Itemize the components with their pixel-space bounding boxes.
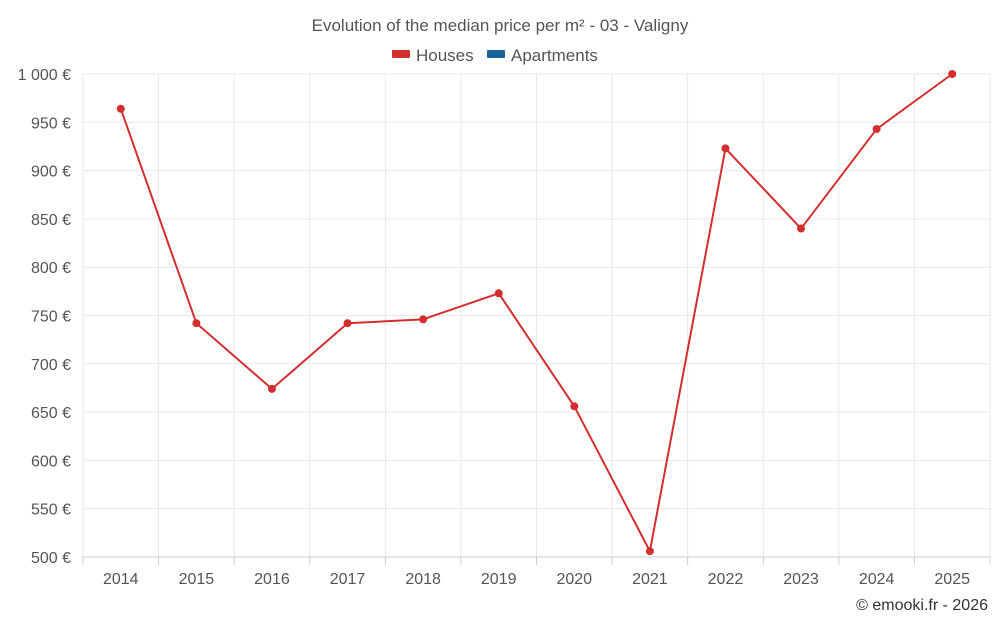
y-tick-label: 550 € <box>31 502 71 519</box>
legend-label-apartments[interactable]: Apartments <box>511 46 598 65</box>
x-tick-label: 2025 <box>934 571 970 588</box>
y-tick-label: 950 € <box>31 115 71 132</box>
series-layer <box>116 70 957 556</box>
y-tick-label: 650 € <box>31 405 71 422</box>
x-tick-label: 2014 <box>103 571 139 588</box>
y-tick-label: 500 € <box>31 550 71 567</box>
data-point[interactable] <box>494 289 503 298</box>
data-point[interactable] <box>419 315 428 324</box>
x-tick-label: 2018 <box>405 571 441 588</box>
data-point[interactable] <box>192 319 201 328</box>
legend: Houses Apartments <box>392 46 598 65</box>
x-tick-label: 2024 <box>859 571 895 588</box>
data-point[interactable] <box>948 70 957 78</box>
x-tick-label: 2023 <box>783 571 819 588</box>
chart-title: Evolution of the median price per m² - 0… <box>312 16 689 35</box>
legend-label-houses[interactable]: Houses <box>416 46 474 65</box>
x-tick-label: 2020 <box>556 571 592 588</box>
data-point[interactable] <box>267 384 276 393</box>
x-tick-label: 2017 <box>330 571 366 588</box>
y-axis-tick-labels: 500 € 550 € 600 € 650 € 700 € 750 € 800 € 850 €… <box>18 67 71 567</box>
y-tick-label: 850 € <box>31 212 71 229</box>
data-point[interactable] <box>645 547 654 556</box>
credit-text: © emooki.fr - 2026 <box>856 597 988 614</box>
y-tick-label: 900 € <box>31 164 71 181</box>
legend-swatch-apartments <box>487 50 505 58</box>
x-tick-label: 2021 <box>632 571 668 588</box>
y-tick-label: 700 € <box>31 357 71 374</box>
x-axis-tick-labels: 2014 2015 2016 2017 2018 2019 2020 2021 2022 2023… <box>82 557 991 588</box>
series-line-houses <box>119 73 953 553</box>
y-tick-label: 800 € <box>31 260 71 277</box>
data-point[interactable] <box>570 402 579 411</box>
data-point[interactable] <box>343 319 352 328</box>
data-point[interactable] <box>116 104 125 113</box>
y-tick-label: 600 € <box>31 453 71 470</box>
legend-swatch-houses <box>392 50 410 58</box>
x-tick-label: 2022 <box>708 571 744 588</box>
data-point[interactable] <box>797 224 806 233</box>
y-tick-label: 750 € <box>31 309 71 326</box>
y-tick-label: 1 000 € <box>18 67 71 84</box>
data-point[interactable] <box>721 144 730 153</box>
x-tick-label: 2015 <box>179 571 215 588</box>
x-tick-label: 2016 <box>254 571 290 588</box>
x-tick-label: 2019 <box>481 571 517 588</box>
data-point[interactable] <box>872 125 881 134</box>
